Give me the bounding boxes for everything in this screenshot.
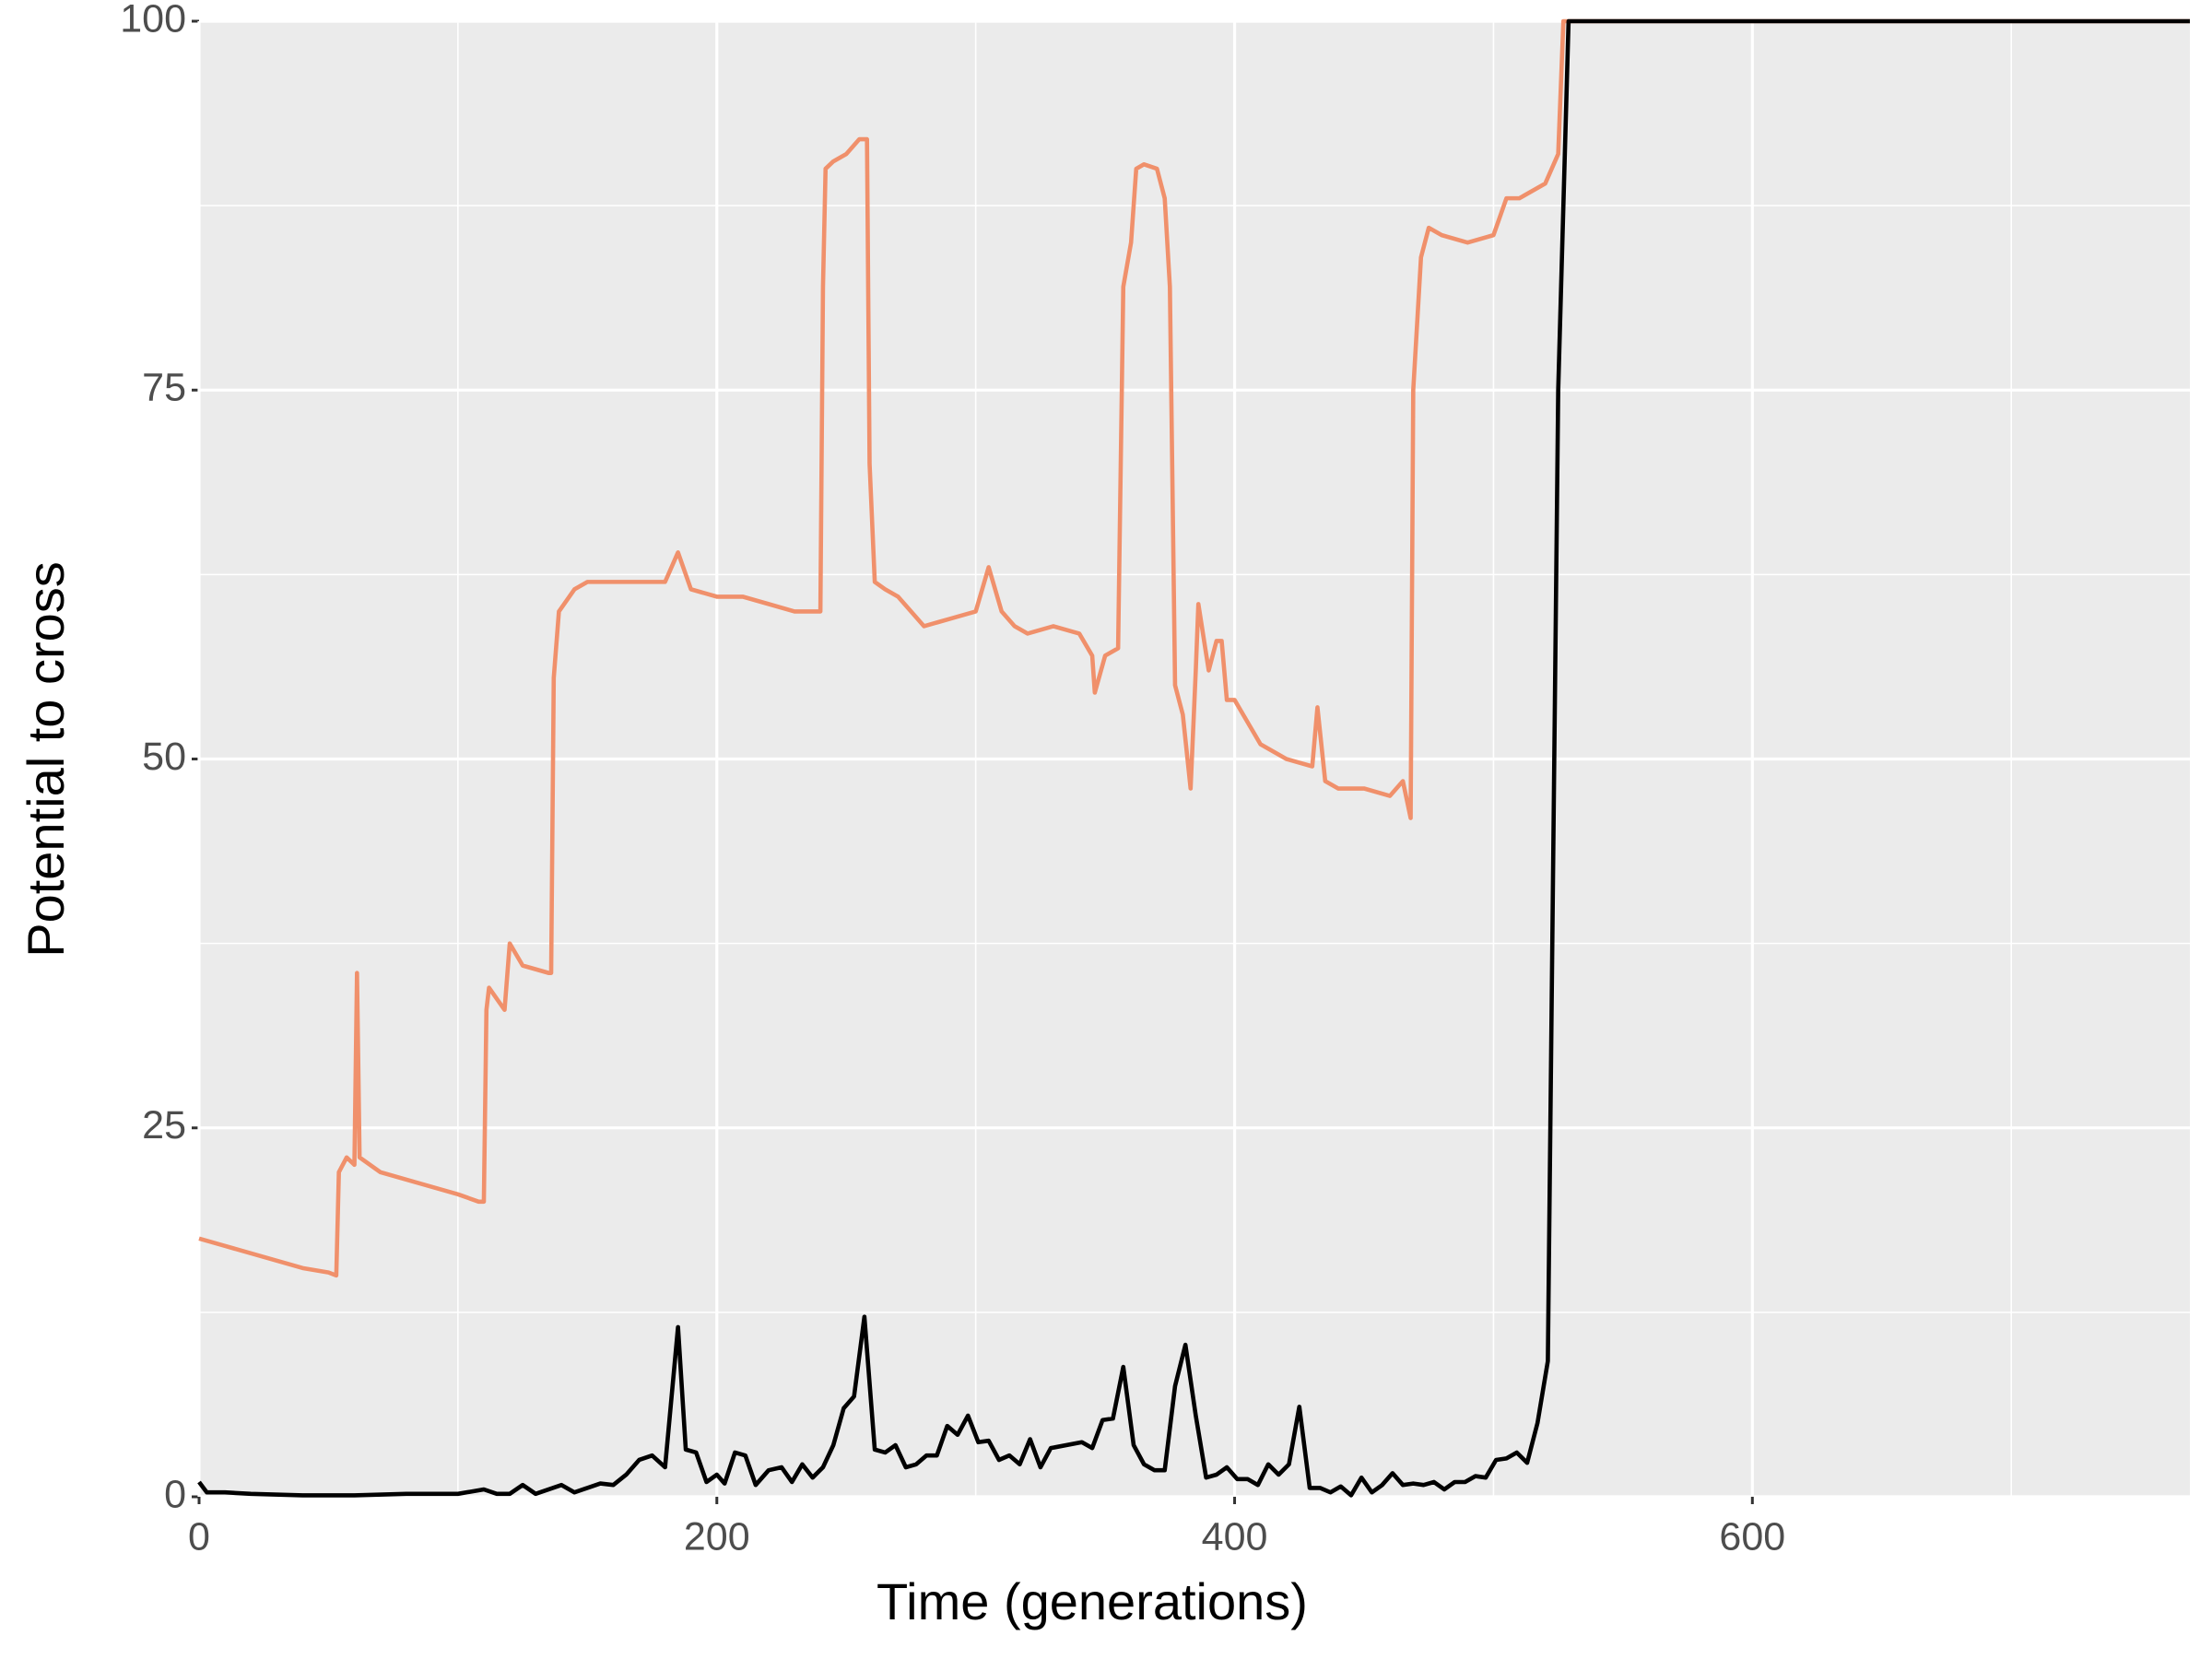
y-axis-title: Potential to cross [17, 561, 75, 958]
x-tick-label: 200 [684, 1514, 750, 1559]
y-tick-label: 50 [142, 735, 186, 779]
y-tick-label: 0 [164, 1472, 186, 1516]
x-axis-title: Time (generations) [877, 1572, 1308, 1630]
y-tick-label: 25 [142, 1103, 186, 1147]
x-tick-label: 600 [1719, 1514, 1785, 1559]
y-tick-label: 100 [120, 0, 186, 41]
y-tick-label: 75 [142, 366, 186, 410]
data-line [197, 18, 2190, 1498]
x-tick-label: 400 [1202, 1514, 1268, 1559]
data-line [198, 18, 2190, 1278]
x-tick-label: 0 [188, 1514, 210, 1559]
